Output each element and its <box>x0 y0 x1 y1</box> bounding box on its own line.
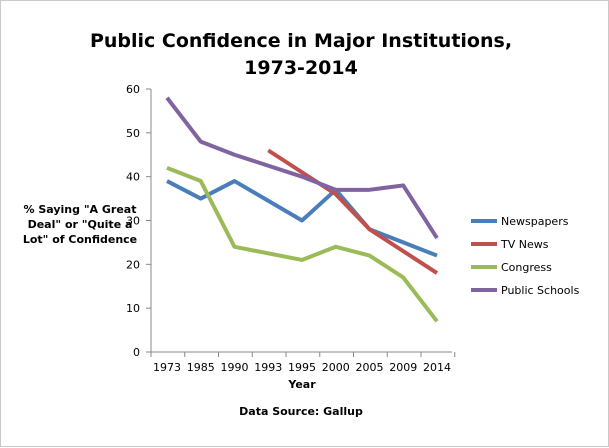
y-axis-label: % Saying "A Great Deal" or "Quite a Lot"… <box>23 203 137 246</box>
y-axis-ticks: 0 10 20 30 40 50 60 <box>126 83 151 359</box>
x-tick-label: 2014 <box>423 361 451 374</box>
series-line-public-schools <box>165 96 439 240</box>
y-axis-label-line-1: % Saying "A Great <box>23 203 136 216</box>
y-tick-label: 40 <box>126 171 140 184</box>
chart-title-line-1: Public Confidence in Major Institutions, <box>90 30 512 52</box>
legend-label-tv-news: TV News <box>500 238 549 251</box>
chart-title: Public Confidence in Major Institutions,… <box>90 30 512 79</box>
series-line-congress <box>166 166 439 323</box>
y-axis-label-line-3: Lot" of Confidence <box>23 233 137 246</box>
x-tick-label: 1973 <box>153 361 181 374</box>
series-line-tv-news <box>267 148 439 275</box>
y-tick-label: 60 <box>126 83 140 96</box>
x-axis-ticks: 1973 1985 1990 1993 1995 2000 2005 2009 2014 <box>150 352 456 374</box>
x-tick-label: 1985 <box>187 361 215 374</box>
data-source-note: Data Source: Gallup <box>239 405 363 418</box>
y-tick-label: 0 <box>133 346 140 359</box>
legend-label-public-schools: Public Schools <box>501 284 580 297</box>
x-tick-label: 2009 <box>389 361 417 374</box>
legend-label-congress: Congress <box>501 261 552 274</box>
legend-label-newspapers: Newspapers <box>501 215 569 228</box>
y-tick-label: 20 <box>126 258 140 271</box>
x-tick-label: 1993 <box>254 361 282 374</box>
y-tick-label: 50 <box>126 127 140 140</box>
x-tick-label: 1995 <box>288 361 316 374</box>
chart-series <box>165 96 439 323</box>
y-axis-label-line-2: Deal" or "Quite a <box>28 218 133 231</box>
x-axis-label: Year <box>287 378 316 391</box>
y-tick-label: 10 <box>126 302 140 315</box>
x-tick-label: 2005 <box>356 361 384 374</box>
chart-title-line-2: 1973-2014 <box>244 57 358 79</box>
x-tick-label: 1990 <box>221 361 249 374</box>
x-tick-label: 2000 <box>322 361 350 374</box>
chart-legend: Newspapers TV News Congress Public Schools <box>471 215 580 297</box>
y-tick-label: 30 <box>126 215 140 228</box>
